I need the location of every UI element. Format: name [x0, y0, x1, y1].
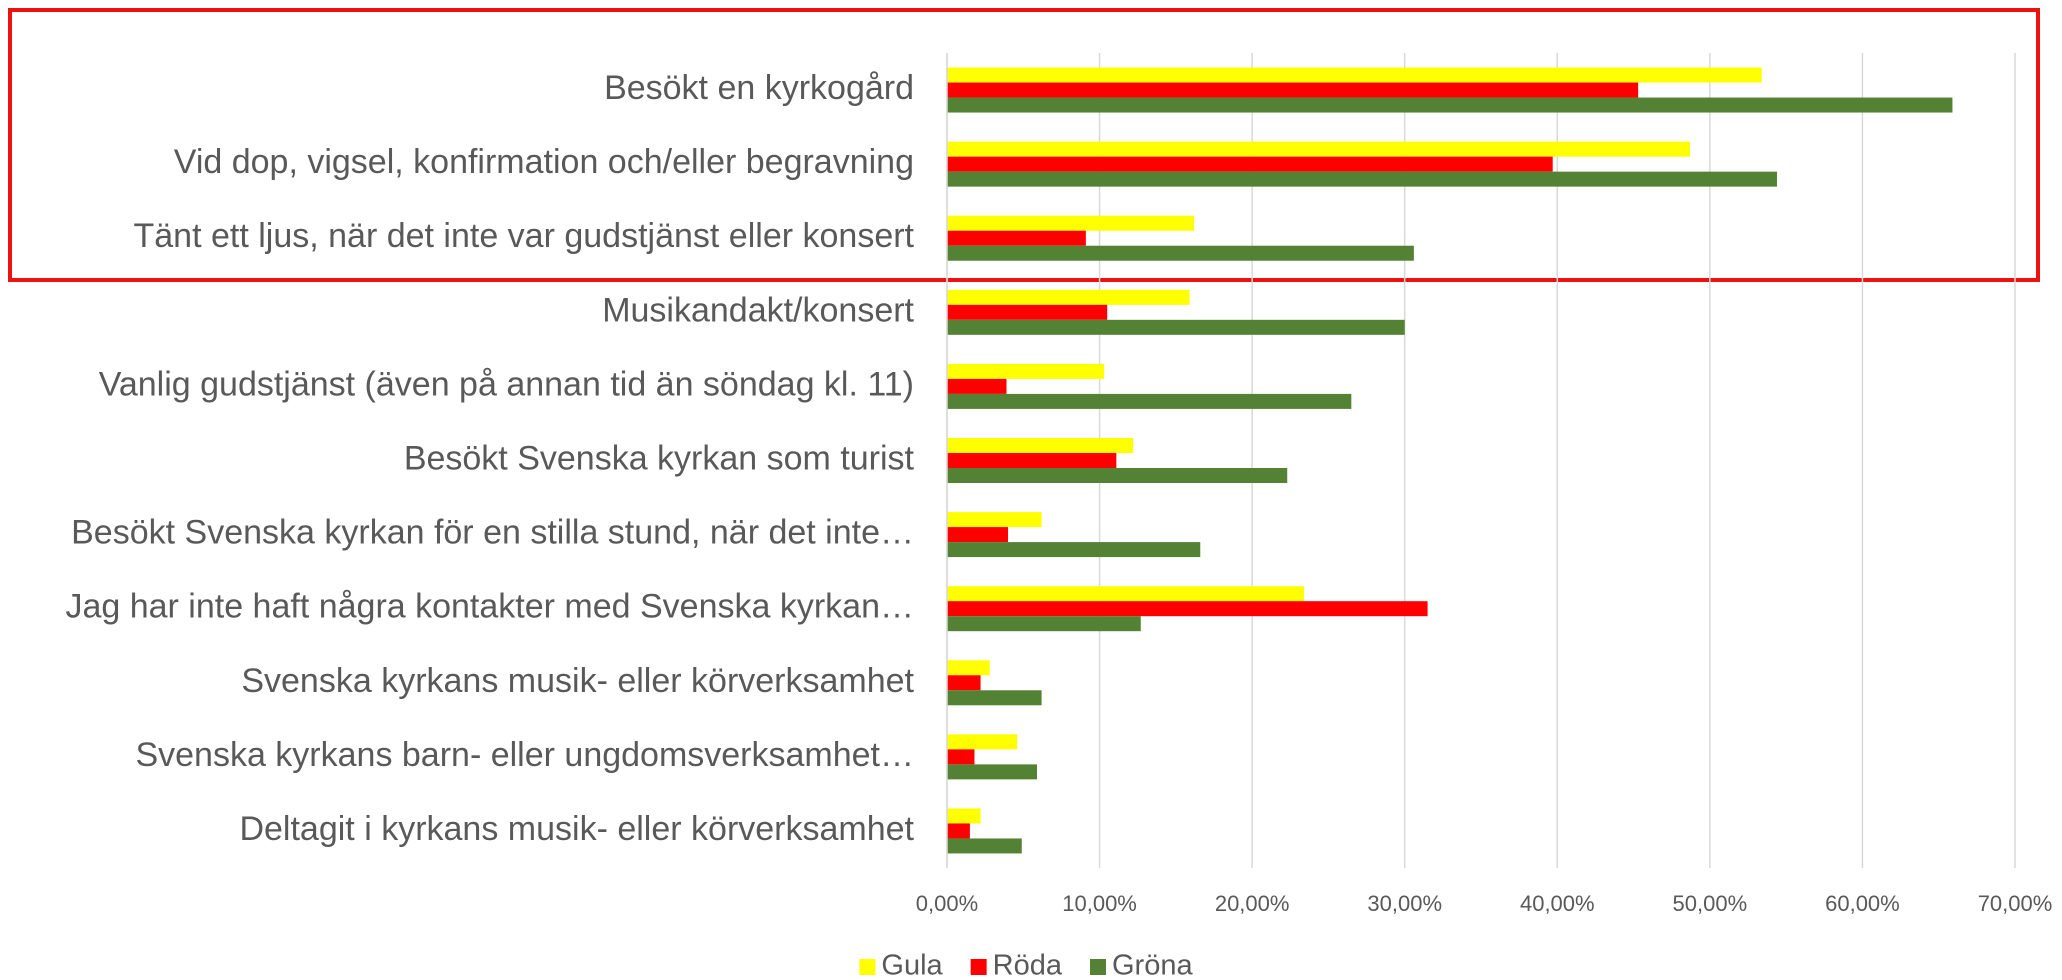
- bar: [947, 289, 1190, 305]
- bar: [947, 141, 1691, 157]
- legend-label: Röda: [993, 950, 1063, 980]
- y-tick-label: Svenska kyrkans barn- eller ungdomsverks…: [135, 736, 914, 774]
- x-tick-label: 50,00%: [1673, 891, 1748, 916]
- y-tick-label: Vid dop, vigsel, konfirmation och/eller …: [174, 143, 914, 181]
- y-tick-label: Besökt en kyrkogård: [604, 69, 914, 107]
- y-tick-label: Musikandakt/konsert: [602, 291, 914, 329]
- legend: Gula Röda Gröna: [859, 950, 1193, 980]
- bar: [947, 542, 1201, 558]
- y-tick-label: Svenska kyrkans musik- eller körverksamh…: [241, 662, 914, 700]
- bar: [947, 586, 1305, 602]
- x-tick-label: 40,00%: [1520, 891, 1595, 916]
- bar: [947, 453, 1117, 468]
- bar: [947, 319, 1405, 335]
- bar: [947, 378, 1007, 394]
- bar: [947, 838, 1022, 854]
- y-tick-label: Besökt Svenska kyrkan för en stilla stun…: [71, 514, 914, 552]
- legend-label: Gröna: [1112, 950, 1193, 980]
- x-tick-label: 70,00%: [1978, 891, 2053, 916]
- highlight-box: [8, 8, 2040, 282]
- y-tick-label: Jag har inte haft några kontakter med Sv…: [65, 588, 914, 626]
- bar: [947, 67, 1762, 83]
- bar: [947, 171, 1777, 187]
- bar: [947, 823, 970, 839]
- legend-label: Gula: [881, 950, 943, 980]
- legend-swatch: [859, 959, 876, 975]
- legend-swatch: [1089, 959, 1106, 975]
- bar: [947, 734, 1018, 750]
- bar: [947, 675, 981, 691]
- x-tick-label: 10,00%: [1062, 891, 1137, 916]
- plot: 0,00% 10,00% 20,00% 30,00% 40,00% 50,00% 60,00…: [65, 53, 2052, 980]
- y-tick-label: Tänt ett ljus, när det inte var gudstjän…: [133, 217, 914, 255]
- bar: [947, 97, 1953, 113]
- y-tick-label: Deltagit i kyrkans musik- eller körverks…: [239, 810, 914, 848]
- bar: [947, 764, 1038, 780]
- bar: [947, 438, 1134, 453]
- bar: [947, 808, 981, 824]
- x-tick-label: 0,00%: [916, 891, 978, 916]
- bar: [947, 304, 1108, 320]
- bar: [947, 393, 1352, 409]
- x-tick-label: 20,00%: [1215, 891, 1290, 916]
- bar: [947, 660, 990, 676]
- y-tick-label: Vanlig gudstjänst (även på annan tid än …: [99, 365, 914, 403]
- bar: [947, 82, 1639, 98]
- bar: [947, 749, 975, 765]
- x-tick-label: 60,00%: [1825, 891, 1900, 916]
- x-tick-label: 30,00%: [1367, 891, 1442, 916]
- bar: [947, 601, 1428, 617]
- bar: [947, 616, 1141, 632]
- bar: [947, 230, 1086, 246]
- bar: [947, 468, 1288, 483]
- bar: [947, 156, 1553, 172]
- y-tick-label: Besökt Svenska kyrkan som turist: [404, 439, 915, 477]
- bar: [947, 245, 1414, 261]
- bar: [947, 527, 1009, 543]
- legend-swatch: [970, 959, 987, 975]
- bar: [947, 512, 1042, 528]
- bar: [947, 363, 1105, 379]
- bar: [947, 690, 1042, 706]
- bar: [947, 215, 1195, 231]
